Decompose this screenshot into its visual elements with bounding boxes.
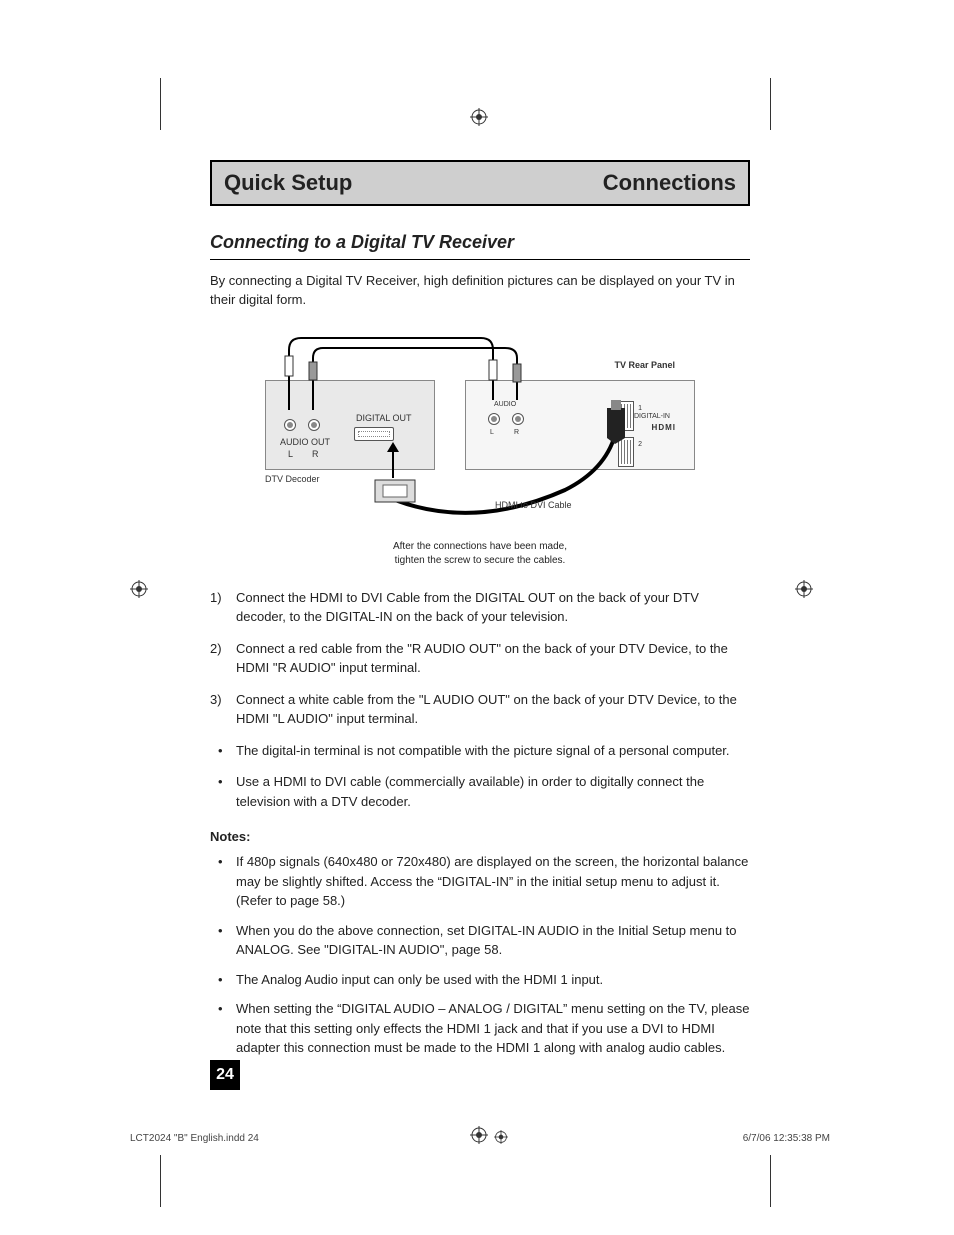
step-number: 2): [210, 639, 236, 678]
header-right: Connections: [603, 170, 736, 196]
bullet-icon: •: [210, 999, 236, 1058]
note-item: • When setting the “DIGITAL AUDIO – ANAL…: [210, 999, 750, 1058]
steps-list: 1) Connect the HDMI to DVI Cable from th…: [210, 588, 750, 812]
crop-mark: [160, 78, 161, 130]
note-text: When setting the “DIGITAL AUDIO – ANALOG…: [236, 999, 750, 1058]
step-text: Connect a white cable from the "L AUDIO …: [236, 690, 750, 729]
bullet-icon: •: [210, 921, 236, 960]
bullet-icon: •: [210, 772, 236, 811]
note-item: • When you do the above connection, set …: [210, 921, 750, 960]
step-text: Connect the HDMI to DVI Cable from the D…: [236, 588, 750, 627]
cables-svg: [265, 330, 695, 530]
caption-line-2: tighten the screw to secure the cables.: [395, 555, 566, 566]
step-note-item: • Use a HDMI to DVI cable (commercially …: [210, 772, 750, 811]
step-note-text: The digital-in terminal is not compatibl…: [236, 741, 730, 761]
notes-list: • If 480p signals (640x480 or 720x480) a…: [210, 852, 750, 1058]
header-left: Quick Setup: [224, 170, 352, 196]
registration-mark-icon: [494, 1130, 508, 1147]
note-text: If 480p signals (640x480 or 720x480) are…: [236, 852, 750, 911]
crop-mark: [160, 1155, 161, 1207]
diagram-caption: After the connections have been made, ti…: [210, 540, 750, 568]
intro-text: By connecting a Digital TV Receiver, hig…: [210, 272, 750, 310]
bullet-icon: •: [210, 970, 236, 990]
step-item: 3) Connect a white cable from the "L AUD…: [210, 690, 750, 729]
registration-mark-icon: [470, 108, 488, 126]
step-item: 2) Connect a red cable from the "R AUDIO…: [210, 639, 750, 678]
hdmi-dvi-cable-label: HDMI to DVI Cable: [495, 500, 572, 510]
crop-mark: [770, 78, 771, 130]
step-number: 3): [210, 690, 236, 729]
section-subtitle: Connecting to a Digital TV Receiver: [210, 232, 750, 260]
step-number: 1): [210, 588, 236, 627]
footer: LCT2024 "B" English.indd 24 6/7/06 12:35…: [130, 1130, 830, 1147]
crop-mark: [770, 1155, 771, 1207]
note-item: • The Analog Audio input can only be use…: [210, 970, 750, 990]
step-note-text: Use a HDMI to DVI cable (commercially av…: [236, 772, 750, 811]
header-bar: Quick Setup Connections: [210, 160, 750, 206]
bullet-icon: •: [210, 741, 236, 761]
notes-heading: Notes:: [210, 829, 750, 844]
step-item: 1) Connect the HDMI to DVI Cable from th…: [210, 588, 750, 627]
step-note-item: • The digital-in terminal is not compati…: [210, 741, 750, 761]
bullet-icon: •: [210, 852, 236, 911]
registration-mark-icon: [130, 580, 148, 598]
footer-right: 6/7/06 12:35:38 PM: [743, 1133, 830, 1144]
registration-mark-icon: [795, 580, 813, 598]
note-text: The Analog Audio input can only be used …: [236, 970, 603, 990]
caption-line-1: After the connections have been made,: [393, 541, 567, 552]
footer-left: LCT2024 "B" English.indd 24: [130, 1133, 259, 1144]
page-number: 24: [210, 1060, 240, 1090]
step-text: Connect a red cable from the "R AUDIO OU…: [236, 639, 750, 678]
note-text: When you do the above connection, set DI…: [236, 921, 750, 960]
connection-diagram: TV Rear Panel AUDIO OUT L R DIGITAL OUT …: [265, 330, 695, 530]
note-item: • If 480p signals (640x480 or 720x480) a…: [210, 852, 750, 911]
